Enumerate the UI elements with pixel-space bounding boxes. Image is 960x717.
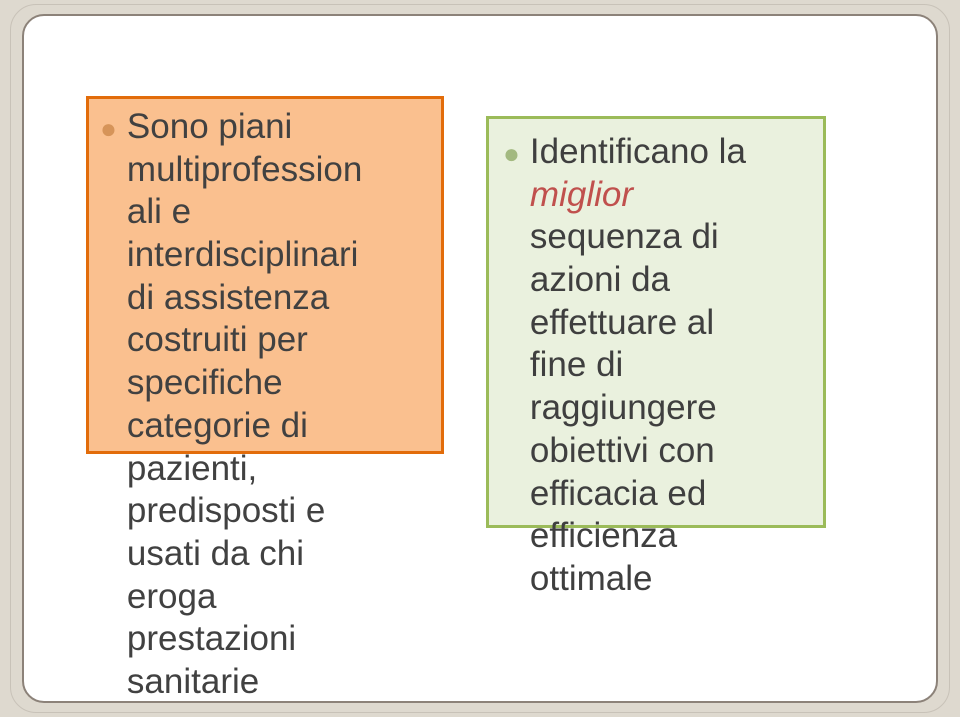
- right-line: azioni da: [530, 260, 670, 299]
- left-line: eroga: [127, 577, 217, 616]
- right-line: raggiungere: [530, 388, 717, 427]
- right-line: sequenza di: [530, 217, 719, 256]
- left-line: multiprofession: [127, 150, 362, 189]
- bullet-icon: ●: [503, 131, 530, 601]
- right-text-block: Identificano la miglior sequenza di azio…: [530, 131, 746, 601]
- left-line: predisposti e: [127, 491, 325, 530]
- left-line: categorie di: [127, 406, 308, 445]
- left-line: specifiche: [127, 363, 283, 402]
- left-line: sanitarie: [127, 662, 259, 701]
- left-text-lines: Sono piani multiprofession ali e interdi…: [127, 106, 362, 704]
- right-line: effettuare al: [530, 303, 714, 342]
- left-line: Sono piani: [127, 107, 292, 146]
- bullet-icon: ●: [100, 106, 127, 704]
- left-line: ali e: [127, 192, 191, 231]
- left-line: di assistenza: [127, 278, 329, 317]
- right-line: ottimale: [530, 559, 653, 598]
- left-line: pazienti,: [127, 449, 257, 488]
- right-line: fine di: [530, 345, 623, 384]
- right-line: efficienza: [530, 516, 677, 555]
- right-highlight-box: ● Identificano la miglior sequenza di az…: [486, 116, 826, 528]
- left-line: interdisciplinari: [127, 235, 358, 274]
- left-text-block: ● Sono piani multiprofession ali e inter…: [86, 96, 448, 704]
- left-line: usati da chi: [127, 534, 304, 573]
- right-line: obiettivi con: [530, 431, 715, 470]
- right-line: Identificano la: [530, 132, 746, 171]
- left-line: costruiti per: [127, 320, 308, 359]
- left-line: prestazioni: [127, 619, 296, 658]
- right-line-emphasis: miglior: [530, 175, 633, 214]
- right-line: efficacia ed: [530, 474, 706, 513]
